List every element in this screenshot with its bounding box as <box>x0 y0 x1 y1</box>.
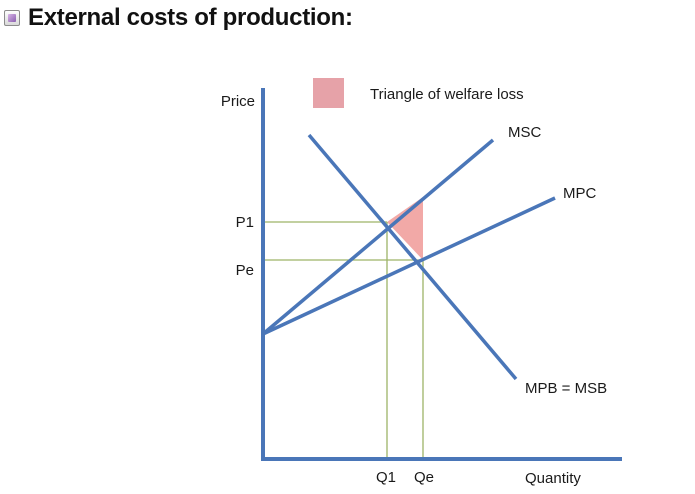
msc-curve <box>263 140 493 334</box>
pe-label: Pe <box>236 262 254 279</box>
legend-label: Triangle of welfare loss <box>370 86 524 103</box>
q1-label: Q1 <box>376 469 396 486</box>
mpc-label: MPC <box>563 185 597 202</box>
x-axis-label: Quantity <box>525 470 581 487</box>
legend-swatch <box>313 78 344 108</box>
demand-label: MPB = MSB <box>525 380 607 397</box>
p1-label: P1 <box>236 214 254 231</box>
qe-label: Qe <box>414 469 434 486</box>
welfare-loss-diagram: Triangle of welfare loss Price Quantity … <box>0 0 695 494</box>
msc-label: MSC <box>508 124 542 141</box>
demand-curve <box>309 135 516 379</box>
y-axis-label: Price <box>221 93 255 110</box>
